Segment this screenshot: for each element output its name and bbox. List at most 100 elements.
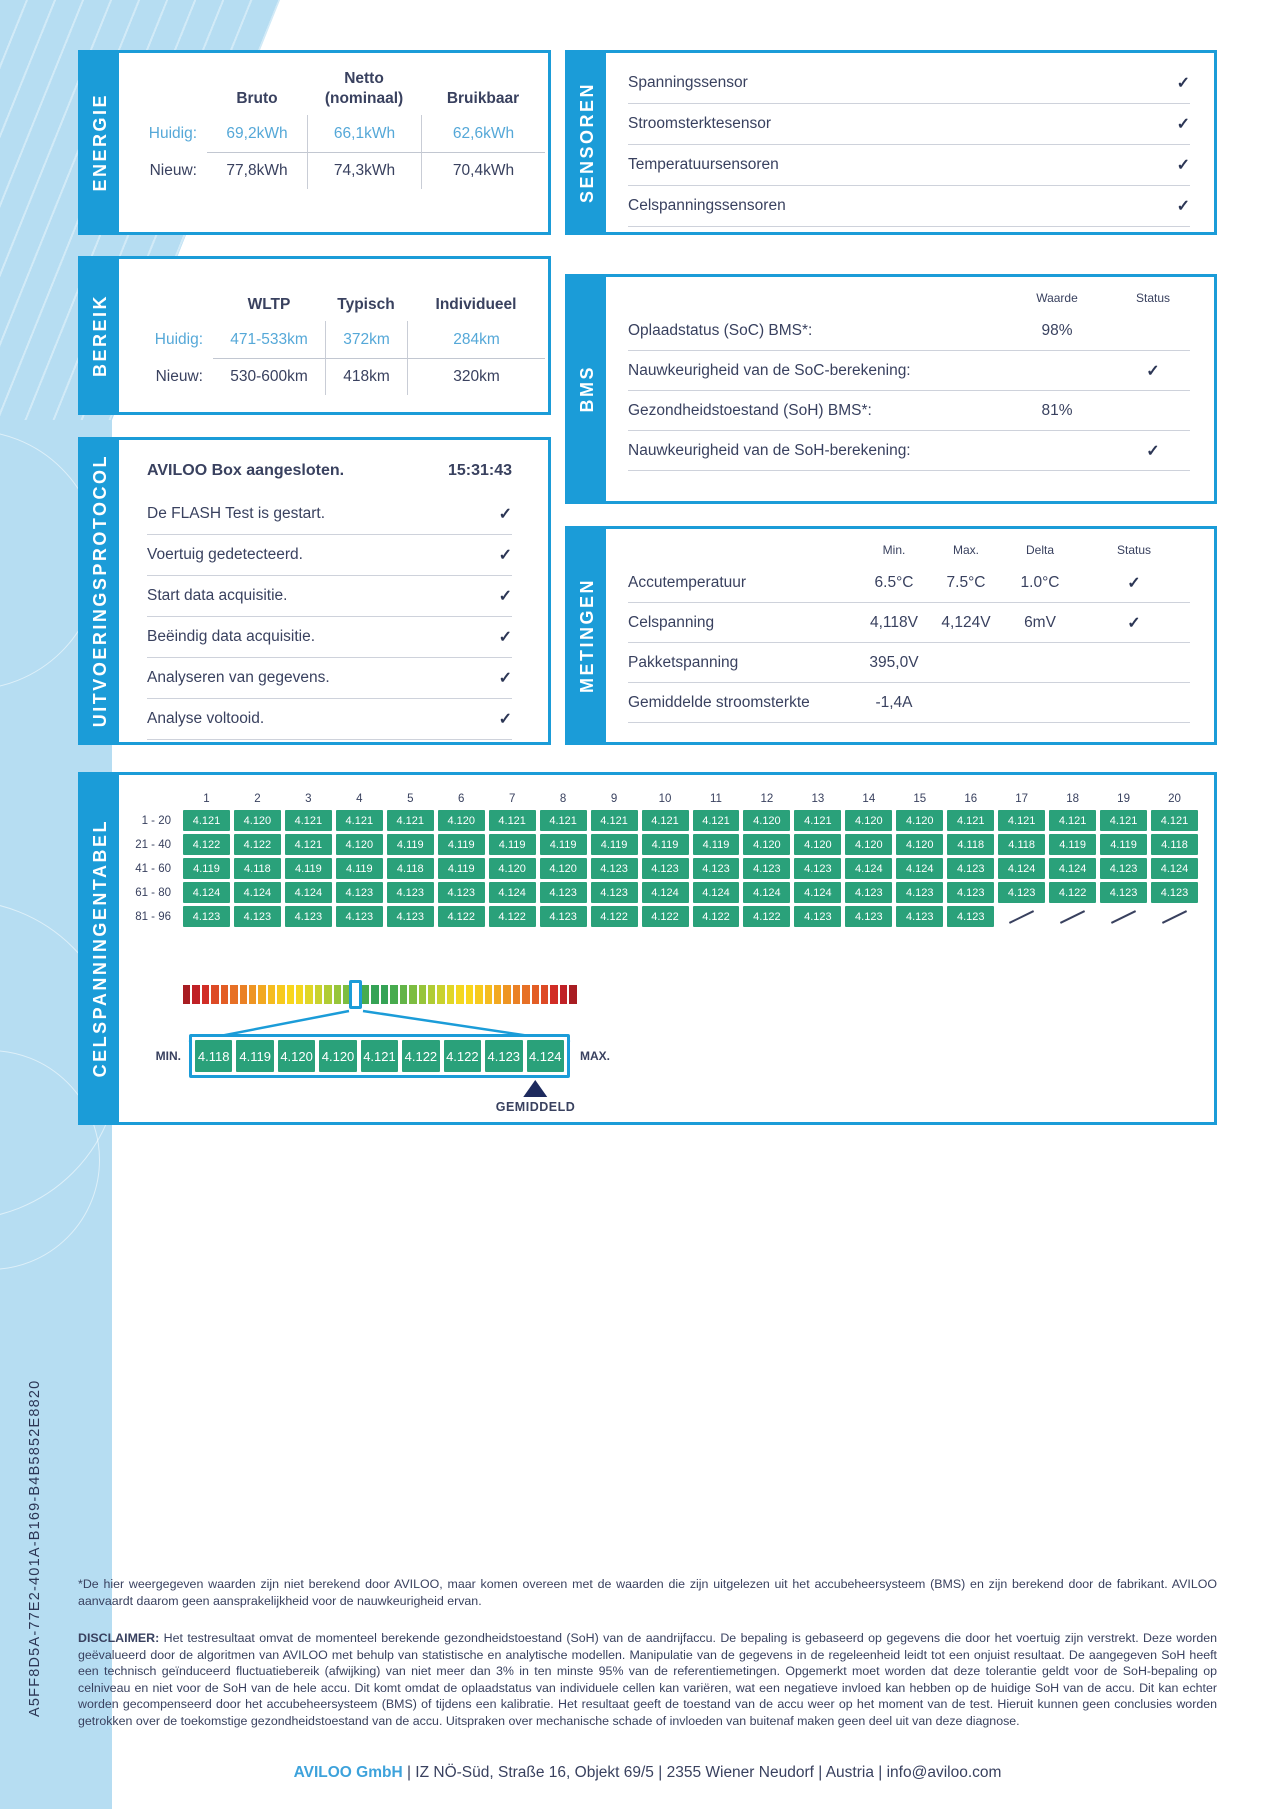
cv-voltage-cell: 4.121 — [1100, 810, 1148, 831]
cv-column-number: 10 — [658, 793, 672, 805]
cv-voltage-cell: 4.121 — [641, 810, 689, 831]
cv-voltage-cell: 4.120 — [896, 810, 944, 831]
protocol-step-label: De FLASH Test is gestart. — [147, 505, 326, 522]
gradient-square — [531, 985, 540, 1004]
energie-value: 69,2kWh — [226, 124, 288, 142]
disclaimer-paragraph: DISCLAIMER: Het testresultaat omvat de m… — [78, 1630, 1217, 1730]
cv-voltage-cell: 4.120 — [845, 834, 893, 855]
cv-column-number: 15 — [913, 793, 927, 805]
bms-value: 81% — [1041, 401, 1073, 419]
document-id-vertical-text: A5FF8D5A-77E2-401A-B169-B4B5852E8820 — [27, 1379, 43, 1717]
cv-voltage-cell: 4.120 — [335, 834, 383, 855]
gradient-square — [390, 985, 398, 1004]
bereik-column-header: WLTP — [247, 295, 291, 313]
cv-voltage-cell: 4.121 — [590, 810, 638, 831]
gradient-square — [296, 985, 304, 1004]
check-icon: ✓ — [1146, 442, 1160, 460]
cv-voltage-cell: 4.119 — [437, 858, 485, 879]
footer-address-parts: | IZ NÖ-Süd, Straße 16, Objekt 69/5 | 23… — [403, 1764, 1001, 1781]
cv-column-number: 16 — [964, 793, 978, 805]
gradient-square — [456, 985, 464, 1004]
max-label: MAX. — [580, 1049, 610, 1063]
cv-voltage-cell: 4.118 — [947, 834, 995, 855]
protocol-timestamp: 15:31:43 — [447, 462, 512, 479]
metingen-column-header: Max. — [952, 543, 979, 557]
gradient-square — [512, 985, 521, 1004]
bms-row: Oplaadstatus (SoC) BMS*: 98% — [628, 311, 1190, 351]
sensoren-panel: SENSOREN Spanningssensor ✓ Stroomsterktese… — [565, 50, 1217, 235]
min-label: MIN. — [155, 1049, 181, 1063]
sensor-row: Stroomsterktesensor ✓ — [628, 104, 1190, 145]
bms-header-status: Status — [1135, 291, 1171, 305]
bms-tab: BMS — [568, 277, 606, 501]
protocol-step-label: Analyse voltooid. — [147, 710, 265, 727]
sensor-label: Spanningssensor — [628, 74, 748, 91]
cv-voltage-cell: 4.123 — [335, 882, 383, 903]
cv-slash-mark — [1161, 909, 1188, 924]
gradient-square — [343, 985, 351, 1004]
bereik-value: 530-600km — [213, 358, 325, 395]
cv-voltage-cell: 4.124 — [845, 858, 893, 879]
cv-voltage-cell: 4.119 — [183, 858, 230, 879]
gradient-square — [183, 985, 191, 1004]
cv-row-label: 21 - 40 — [135, 838, 171, 851]
voltage-detail-strip: 4.118 4.119 4.120 4.120 4.121 4.122 4.122 4.123… — [189, 1034, 570, 1078]
gradient-square — [362, 985, 370, 1004]
cv-voltage-cell: 4.123 — [692, 858, 740, 879]
cv-voltage-cell: 4.123 — [998, 882, 1046, 903]
cv-voltage-cell: 4.124 — [743, 882, 791, 903]
bereik-value: 320km — [407, 358, 545, 395]
cv-voltage-cell: 4.120 — [845, 810, 893, 831]
protocol-panel: UITVOERINGSPROTOCOL AVILOO Box aangeslot… — [78, 437, 551, 745]
cv-voltage-cell: 4.123 — [794, 858, 842, 879]
voltage-gradient-bar — [183, 980, 577, 1009]
gradient-square — [503, 985, 511, 1004]
check-icon: ✓ — [1146, 362, 1160, 380]
legend-voltage-cell: 4.123 — [485, 1040, 523, 1072]
legend-voltage-cell: 4.119 — [236, 1040, 274, 1072]
energie-value: 70,4kWh — [421, 152, 545, 189]
cv-voltage-cell: 4.123 — [386, 882, 434, 903]
protocol-items: De FLASH Test is gestart. ✓ Voertuig gedet… — [147, 494, 512, 740]
metingen-table: Min. Max. Delta Status Accutemperatuur 6.5°C 7… — [628, 535, 1190, 723]
cv-voltage-cell: 4.119 — [539, 834, 587, 855]
bms-tab-label: BMS — [576, 365, 597, 413]
sensoren-list: Spanningssensor ✓ Stroomsterktesensor ✓ Temp… — [628, 63, 1190, 227]
metingen-delta-value: 1.0°C — [1020, 573, 1060, 591]
bereik-value: 471-533km — [230, 330, 308, 348]
cv-voltage-cell: 4.124 — [692, 882, 740, 903]
cv-voltage-cell: 4.123 — [335, 906, 383, 927]
bereik-panel: BEREIK WLTP Typisch Individueel Huidig: 471-… — [78, 256, 551, 415]
cv-voltage-cell: 4.124 — [1151, 858, 1198, 879]
cv-column-number: 5 — [407, 793, 414, 805]
min-max-legend-row: MIN. 4.118 4.119 4.120 4.120 4.121 4.122 4.122… — [119, 1034, 1214, 1078]
cv-voltage-cell: 4.120 — [743, 834, 791, 855]
metingen-header-row: Min. Max. Delta Status — [628, 535, 1190, 563]
cv-voltage-cell: 4.118 — [998, 834, 1046, 855]
protocol-step-row: Beëindig data acquisitie. ✓ — [147, 617, 512, 658]
disclaimer-text: Het testresultaat omvat de momenteel ber… — [78, 1631, 1217, 1728]
legend-voltage-cell: 4.124 — [526, 1040, 564, 1072]
cv-voltage-cell: 4.120 — [437, 810, 485, 831]
cv-voltage-cell: 4.123 — [896, 906, 944, 927]
cv-voltage-cell: 4.124 — [641, 882, 689, 903]
bms-row: Nauwkeurigheid van de SoH-berekening: ✓ — [628, 431, 1190, 471]
cv-voltage-cell: 4.124 — [1049, 858, 1097, 879]
bms-values-footnote: *De hier weergegeven waarden zijn niet b… — [78, 1577, 1217, 1608]
check-icon: ✓ — [1176, 198, 1190, 215]
protocol-step-label: Start data acquisitie. — [147, 587, 288, 604]
metingen-column-header: Status — [1116, 543, 1152, 557]
gradient-square — [371, 985, 379, 1004]
metingen-row: Accutemperatuur 6.5°C 7.5°C 1.0°C ✓ — [628, 563, 1190, 603]
protocol-tab-label: UITVOERINGSPROTOCOL — [89, 454, 110, 728]
gradient-square — [559, 985, 568, 1004]
cv-voltage-cell: 4.120 — [743, 810, 791, 831]
bms-row-label: Nauwkeurigheid van de SoH-berekening: — [628, 441, 911, 459]
cv-voltage-cell: 4.118 — [386, 858, 434, 879]
cv-voltage-cell: 4.123 — [1151, 882, 1198, 903]
cv-voltage-cell: 4.119 — [1049, 834, 1097, 855]
energie-column-header: Bruikbaar — [446, 89, 520, 107]
cv-column-number: 4 — [356, 793, 363, 805]
cv-column-number: 19 — [1117, 793, 1130, 805]
check-icon: ✓ — [498, 711, 512, 728]
